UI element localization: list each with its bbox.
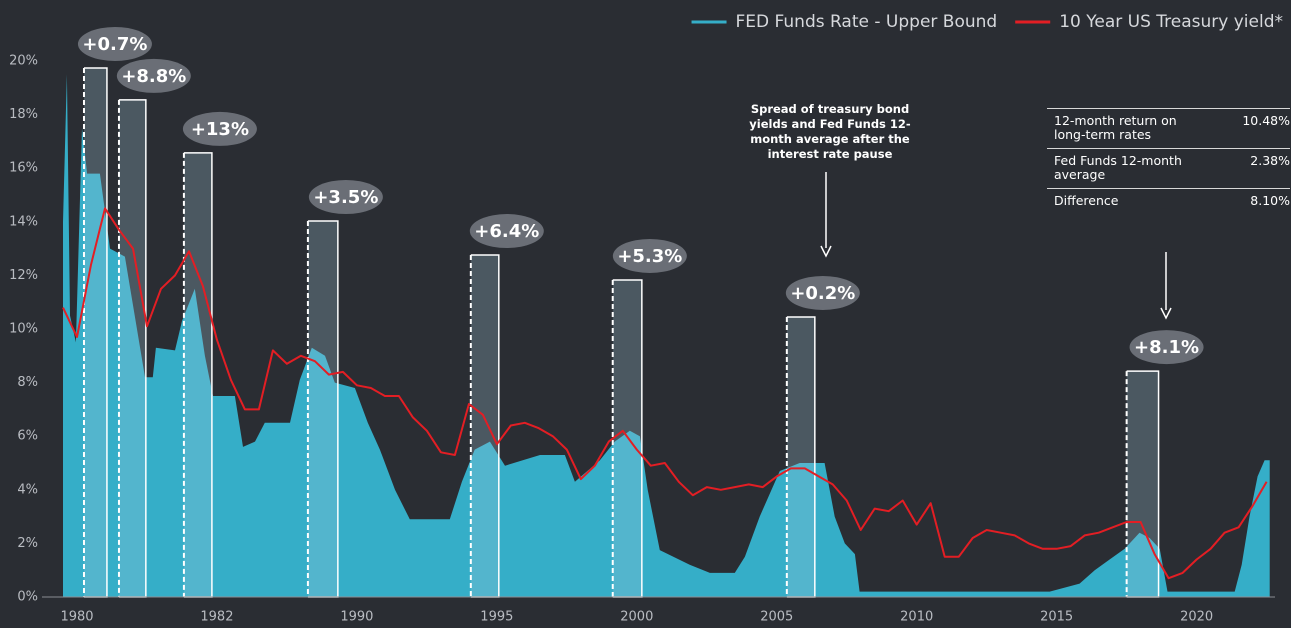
legend-label: 10 Year US Treasury yield*: [1059, 12, 1283, 32]
spread-pill: [785, 275, 860, 310]
table-row: 12-month return on long-term rates 10.48%: [1047, 108, 1290, 148]
spread-label: +0.2%: [790, 283, 855, 304]
table-cell: 12-month return on long-term rates: [1054, 113, 1177, 142]
spread-pill: [469, 214, 544, 249]
summary-table: 12-month return on long-term rates 10.48%…: [1047, 108, 1290, 214]
annotation: Spread of treasury bond yields and Fed F…: [749, 102, 911, 161]
x-tick-label: 2010: [900, 610, 933, 625]
x-tick-label: 2000: [620, 610, 653, 625]
spread-label: +3.5%: [313, 187, 378, 208]
table-cell: 2.38%: [1250, 153, 1290, 168]
y-tick-label: 16%: [9, 161, 38, 176]
spread-pill: [308, 179, 383, 214]
x-tick-label: 2015: [1040, 610, 1073, 625]
spread-pill: [612, 238, 687, 273]
table-cell: Fed Funds 12-month average: [1054, 153, 1182, 182]
y-tick-label: 0%: [17, 590, 38, 605]
pause-bar: [470, 255, 499, 598]
y-tick-label: 8%: [17, 375, 38, 390]
spread-label: +5.3%: [617, 246, 682, 267]
y-tick-label: 20%: [9, 54, 38, 69]
y-tick-label: 4%: [17, 482, 38, 497]
table-cell: 10.48%: [1242, 113, 1290, 128]
table-row: Difference 8.10%: [1047, 188, 1290, 214]
y-tick-label: 6%: [17, 429, 38, 444]
spread-pill: [77, 26, 152, 61]
spread-pill: [1129, 330, 1204, 365]
pause-bar: [786, 316, 815, 597]
spread-label: +8.8%: [121, 66, 186, 87]
spread-label: +0.7%: [82, 34, 147, 55]
pause-bar: [1126, 371, 1159, 597]
spread-pill: [182, 111, 257, 146]
y-tick-label: 2%: [17, 536, 38, 551]
y-tick-label: 18%: [9, 107, 38, 122]
pause-bar: [183, 152, 212, 597]
y-tick-label: 14%: [9, 214, 38, 229]
legend-label: FED Funds Rate - Upper Bound: [736, 12, 998, 32]
x-tick-label: 1980: [60, 610, 93, 625]
table-cell: Difference: [1054, 193, 1119, 208]
x-tick-label: 2020: [1180, 610, 1213, 625]
spread-pill: [116, 58, 191, 93]
spread-label: +6.4%: [474, 221, 539, 242]
arrow-head: [820, 245, 832, 258]
line: [62, 207, 1268, 580]
y-tick-label: 12%: [9, 268, 38, 283]
arrow-head: [1160, 307, 1172, 320]
x-tick-label: 1982: [200, 610, 233, 625]
spread-label: +8.1%: [1134, 337, 1199, 358]
x-tick-label: 1995: [480, 610, 513, 625]
x-tick-label: 2005: [760, 610, 793, 625]
table-row: Fed Funds 12-month average 2.38%: [1047, 148, 1290, 188]
spread-label: +13%: [191, 119, 249, 140]
table-cell: 8.10%: [1250, 193, 1290, 208]
area: [63, 74, 1270, 597]
y-tick-label: 10%: [9, 322, 38, 337]
pause-bar: [307, 220, 338, 597]
pause-bar: [118, 99, 146, 598]
x-tick-label: 1990: [340, 610, 373, 625]
pause-bar: [83, 67, 107, 597]
